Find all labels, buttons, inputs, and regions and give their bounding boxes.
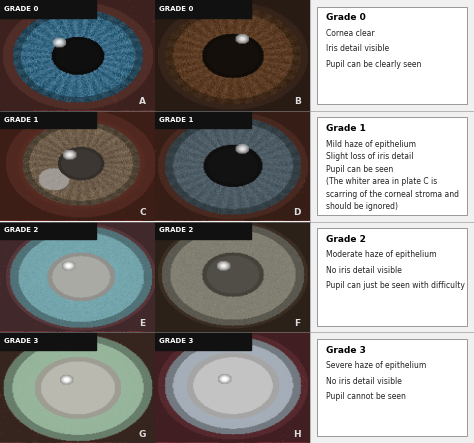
Text: F: F bbox=[294, 319, 301, 328]
Bar bbox=[155, 222, 251, 239]
Text: Grade 2: Grade 2 bbox=[327, 235, 366, 244]
Text: D: D bbox=[293, 208, 301, 217]
Text: Pupil can be seen: Pupil can be seen bbox=[327, 165, 393, 174]
Text: Slight loss of iris detail: Slight loss of iris detail bbox=[327, 152, 414, 161]
Text: H: H bbox=[293, 430, 301, 439]
Text: (The whiter area in plate C is: (The whiter area in plate C is bbox=[327, 177, 438, 186]
Text: GRADE 0: GRADE 0 bbox=[4, 6, 38, 12]
Bar bbox=[0, 332, 96, 350]
Text: GRADE 2: GRADE 2 bbox=[159, 227, 193, 233]
Text: A: A bbox=[139, 97, 146, 106]
Text: Severe haze of epithelium: Severe haze of epithelium bbox=[327, 361, 427, 370]
Text: Grade 0: Grade 0 bbox=[327, 13, 366, 22]
Bar bbox=[0, 222, 96, 239]
Text: Iris detail visible: Iris detail visible bbox=[327, 44, 390, 53]
Text: Grade 1: Grade 1 bbox=[327, 124, 366, 133]
Text: GRADE 3: GRADE 3 bbox=[4, 338, 38, 344]
Text: Moderate haze of epithelium: Moderate haze of epithelium bbox=[327, 250, 437, 259]
Text: Pupil can be clearly seen: Pupil can be clearly seen bbox=[327, 60, 422, 69]
FancyBboxPatch shape bbox=[317, 7, 467, 104]
Text: Pupil cannot be seen: Pupil cannot be seen bbox=[327, 392, 406, 401]
Text: C: C bbox=[139, 208, 146, 217]
Bar bbox=[155, 332, 251, 350]
Text: GRADE 1: GRADE 1 bbox=[159, 117, 193, 123]
Text: GRADE 2: GRADE 2 bbox=[4, 227, 38, 233]
Text: Mild haze of epithelium: Mild haze of epithelium bbox=[327, 140, 416, 148]
Bar bbox=[155, 0, 251, 18]
Bar bbox=[0, 111, 96, 128]
Text: B: B bbox=[294, 97, 301, 106]
Text: No iris detail visible: No iris detail visible bbox=[327, 266, 402, 275]
Text: Cornea clear: Cornea clear bbox=[327, 29, 375, 38]
Bar bbox=[155, 111, 251, 128]
FancyBboxPatch shape bbox=[317, 339, 467, 436]
Bar bbox=[0, 0, 96, 18]
FancyBboxPatch shape bbox=[317, 228, 467, 326]
Text: E: E bbox=[139, 319, 146, 328]
FancyBboxPatch shape bbox=[317, 117, 467, 215]
Text: G: G bbox=[138, 430, 146, 439]
Text: scarring of the corneal stroma and: scarring of the corneal stroma and bbox=[327, 190, 459, 199]
Text: GRADE 0: GRADE 0 bbox=[159, 6, 193, 12]
Text: GRADE 1: GRADE 1 bbox=[4, 117, 38, 123]
Text: GRADE 3: GRADE 3 bbox=[159, 338, 193, 344]
Text: should be ignored): should be ignored) bbox=[327, 202, 398, 211]
Text: Grade 3: Grade 3 bbox=[327, 346, 366, 354]
Text: No iris detail visible: No iris detail visible bbox=[327, 377, 402, 385]
Text: Pupil can just be seen with difficulty: Pupil can just be seen with difficulty bbox=[327, 281, 465, 290]
